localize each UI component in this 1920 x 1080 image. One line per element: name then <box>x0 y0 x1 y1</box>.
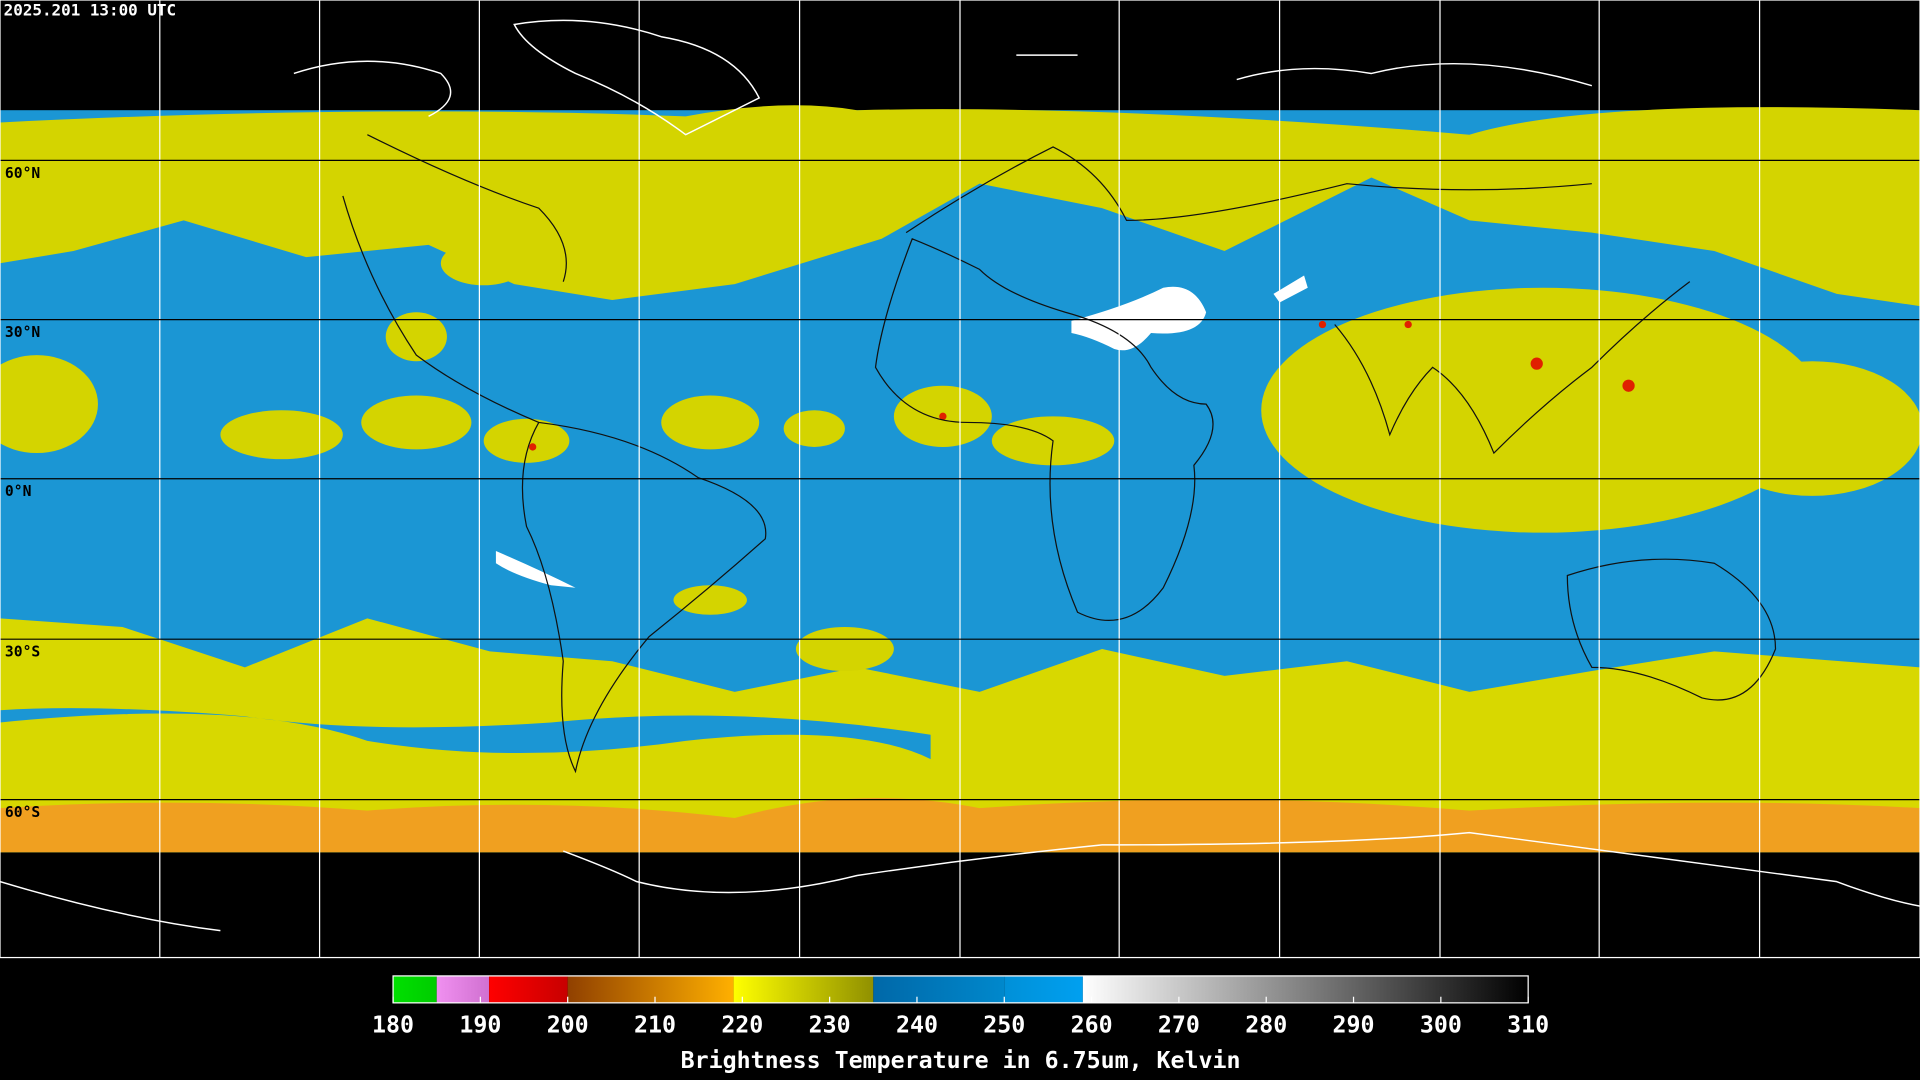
colorbar-segment <box>489 975 568 1003</box>
latitude-label: 60°S <box>5 804 40 821</box>
colorbar-tick-label: 220 <box>721 1012 763 1039</box>
colorbar-tick-label: 270 <box>1158 1012 1200 1039</box>
colorbar-segment <box>873 975 1005 1003</box>
colorbar-tick-label: 180 <box>372 1012 414 1039</box>
colorbar-segment <box>733 975 874 1003</box>
latitude-label: 0°N <box>5 483 32 500</box>
latitude-label: 30°S <box>5 644 40 661</box>
colorbar-segment <box>393 975 437 1003</box>
colorbar-tick-label: 300 <box>1420 1012 1462 1039</box>
dry-areas <box>495 275 1308 588</box>
colorbar-tick-label: 190 <box>459 1012 501 1039</box>
colorbar-segment <box>1082 975 1529 1003</box>
parallels <box>0 159 1920 801</box>
colorbar-tick-label: 280 <box>1245 1012 1287 1039</box>
colorbar-title: Brightness Temperature in 6.75um, Kelvin <box>681 1047 1241 1074</box>
colorbar-tick-label: 210 <box>634 1012 676 1039</box>
colorbar-segment <box>436 975 490 1003</box>
colorbar-tick-label: 200 <box>547 1012 589 1039</box>
polar-coastlines <box>0 19 1920 932</box>
cold-cloud-tops <box>528 320 1635 451</box>
coastlines <box>342 134 1777 774</box>
latitude-label: 60°N <box>5 165 40 182</box>
map: 2025.201 13:00 UTC <box>0 0 1920 959</box>
colorbar-segment <box>567 975 734 1003</box>
colorbar-tick-label: 230 <box>809 1012 851 1039</box>
latitude-label: 30°N <box>5 324 40 341</box>
colorbar-tick-label: 310 <box>1507 1012 1549 1039</box>
timestamp: 2025.201 13:00 UTC <box>4 1 176 20</box>
map-frame <box>0 0 1920 959</box>
colorbar-tick-label: 250 <box>983 1012 1025 1039</box>
south-dry-band <box>0 708 931 760</box>
colorbar-frame <box>392 975 1529 1004</box>
colorbar-segment <box>1004 975 1083 1003</box>
colorbar-tick-label: 290 <box>1333 1012 1375 1039</box>
colorbar-tick-label: 260 <box>1071 1012 1113 1039</box>
colorbar-tick-label: 240 <box>896 1012 938 1039</box>
